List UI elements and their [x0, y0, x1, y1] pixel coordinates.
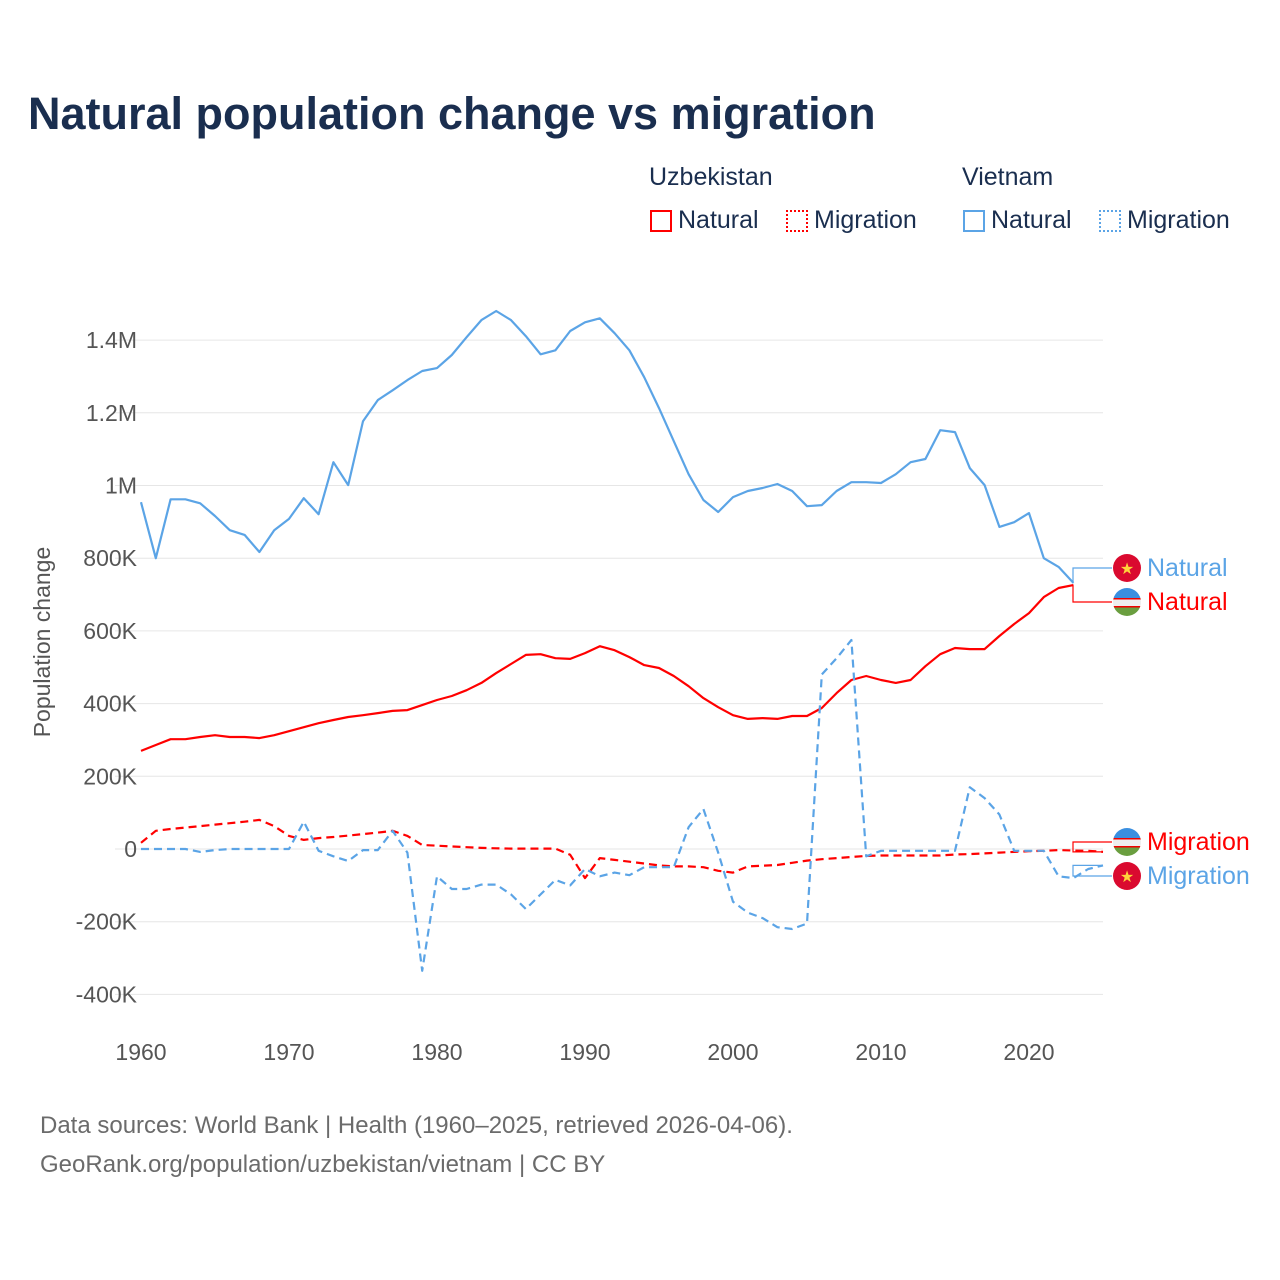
- x-tick-label: 2020: [1003, 1039, 1054, 1065]
- legend-vietnam-migration[interactable]: Migration: [1099, 206, 1230, 235]
- legend-swatch-dotted: [1099, 209, 1121, 232]
- footer: Data sources: World Bank | Health (1960–…: [40, 1106, 793, 1184]
- end-label: Natural: [1147, 588, 1228, 616]
- leader-line: [1072, 864, 1112, 877]
- legend-swatch-dotted: [786, 209, 808, 232]
- flag-blue: [1113, 828, 1141, 838]
- flag-green: [1113, 607, 1141, 616]
- leader-line: [1072, 584, 1112, 603]
- legend-swatch-solid: [650, 209, 672, 232]
- series-line-vietnam-migration: [141, 638, 1104, 972]
- x-tick-label: 1990: [559, 1039, 610, 1065]
- legend-uzbekistan-migration[interactable]: Migration: [786, 206, 917, 235]
- legend-vietnam-natural[interactable]: Natural: [963, 206, 1072, 235]
- flag-blue: [1113, 588, 1141, 598]
- end-label: Migration: [1147, 828, 1250, 856]
- flag-bg: [1113, 862, 1141, 890]
- attribution-link[interactable]: GeoRank.org/population/uzbekistan/vietna…: [40, 1151, 606, 1178]
- y-axis-label: Population change: [29, 547, 55, 738]
- uzbekistan-flag-icon: [1113, 588, 1141, 616]
- end-label: Natural: [1147, 554, 1228, 582]
- y-tick-label: 400K: [83, 691, 137, 717]
- flag-stripe: [1113, 846, 1141, 848]
- x-tick-label: 1970: [263, 1039, 314, 1065]
- flag-green: [1113, 847, 1141, 856]
- chart-title: Natural population change vs migration: [28, 88, 876, 139]
- uzbekistan-flag-icon: [1113, 828, 1141, 856]
- x-tick-label: 1980: [411, 1039, 462, 1065]
- y-tick-label: 0: [124, 836, 137, 862]
- flag-white: [1113, 598, 1141, 607]
- y-tick-label: 1.2M: [86, 400, 137, 426]
- legend-group-vietnam: Vietnam: [962, 163, 1054, 191]
- legend-group-uzbekistan: Uzbekistan: [649, 163, 773, 191]
- end-label: Migration: [1147, 862, 1250, 890]
- series-line-uzbekistan-migration: [140, 818, 1104, 880]
- legend-label: Migration: [814, 206, 917, 234]
- y-tick-label: 800K: [83, 545, 137, 571]
- leader-line: [1072, 841, 1112, 853]
- flag-white: [1113, 838, 1141, 847]
- star-glyph: ★: [1120, 561, 1134, 578]
- flag-bg: [1113, 554, 1141, 582]
- series-line-uzbekistan-natural: [140, 584, 1074, 752]
- y-tick-label: 1M: [105, 473, 137, 499]
- vietnam-flag-icon: ★: [1113, 862, 1141, 890]
- y-tick-label: 600K: [83, 618, 137, 644]
- y-tick-label: 200K: [83, 763, 137, 789]
- flag-stripe: [1113, 598, 1141, 600]
- y-tick-label: -200K: [76, 909, 138, 935]
- legend-uzbekistan-natural[interactable]: Natural: [650, 206, 759, 235]
- x-tick-label: 2010: [855, 1039, 906, 1065]
- legend-label: Migration: [1127, 206, 1230, 234]
- data-source-text: Data sources: World Bank | Health (1960–…: [40, 1112, 793, 1139]
- legend-swatch-solid: [963, 209, 985, 232]
- vietnam-flag-icon: ★: [1113, 554, 1141, 582]
- star-glyph: ★: [1120, 869, 1134, 886]
- flag-stripe: [1113, 838, 1141, 840]
- x-tick-label: 2000: [707, 1039, 758, 1065]
- y-tick-label: 1.4M: [86, 327, 137, 353]
- series-line-vietnam-natural: [139, 309, 1075, 584]
- leader-line: [1072, 567, 1112, 584]
- legend-label: Natural: [991, 206, 1072, 234]
- flag-stripe: [1113, 606, 1141, 608]
- x-tick-label: 1960: [115, 1039, 166, 1065]
- y-tick-label: -400K: [76, 981, 138, 1007]
- legend-label: Natural: [678, 206, 759, 234]
